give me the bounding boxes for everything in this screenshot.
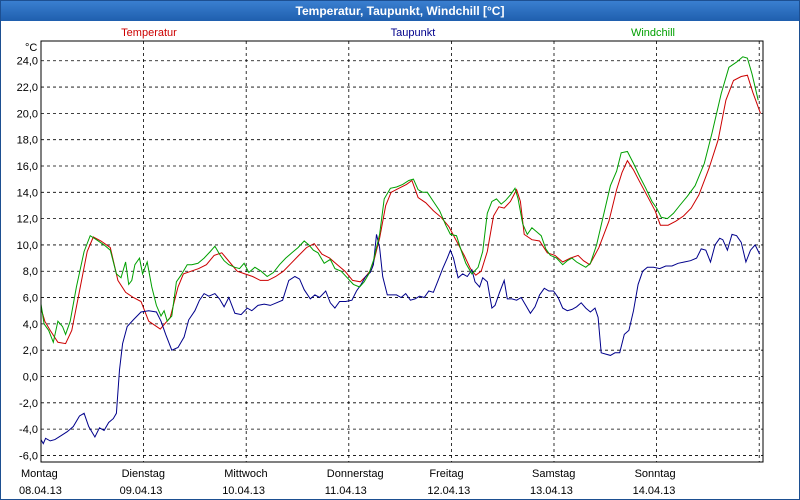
x-day-label: Mittwoch bbox=[224, 468, 267, 480]
x-date-label: 12.04.13 bbox=[427, 485, 470, 497]
y-tick-label: 10,0 bbox=[17, 240, 38, 252]
x-day-label: Freitag bbox=[429, 468, 463, 480]
y-tick-label: -2,0 bbox=[19, 398, 38, 410]
y-tick-label: -6,0 bbox=[19, 450, 38, 462]
y-tick-label: 22,0 bbox=[17, 82, 38, 94]
y-tick-label: 12,0 bbox=[17, 214, 38, 226]
legend: Temperatur Taupunkt Windchill bbox=[121, 27, 675, 39]
y-tick-label: 2,0 bbox=[23, 345, 38, 357]
y-axis-unit: °C bbox=[25, 42, 37, 54]
legend-item-temperatur: Temperatur bbox=[121, 27, 177, 39]
x-date-label: 14.04.13 bbox=[633, 485, 676, 497]
series-layer bbox=[40, 56, 761, 445]
series-line-windchill bbox=[40, 56, 759, 345]
y-tick-label: -4,0 bbox=[19, 424, 38, 436]
series-line-taupunkt bbox=[40, 233, 761, 445]
y-tick-label: 20,0 bbox=[17, 108, 38, 120]
y-tick-label: 4,0 bbox=[23, 319, 38, 331]
y-tick-label: 18,0 bbox=[17, 135, 38, 147]
y-tick-label: 16,0 bbox=[17, 161, 38, 173]
series-line-temperatur bbox=[40, 74, 761, 345]
x-date-label: 09.04.13 bbox=[120, 485, 163, 497]
y-tick-label: 6,0 bbox=[23, 293, 38, 305]
legend-item-taupunkt: Taupunkt bbox=[391, 27, 436, 39]
line-chart: °C 24,0 22,0 20,0 18,0 16,0 14,0 12,0 10,0 8,0 6,0… bbox=[17, 27, 764, 497]
x-day-label: Dienstag bbox=[122, 468, 165, 480]
legend-item-windchill: Windchill bbox=[631, 27, 675, 39]
y-tick-label: 14,0 bbox=[17, 187, 38, 199]
y-tick-label: 8,0 bbox=[23, 266, 38, 278]
x-date-label: 10.04.13 bbox=[222, 485, 265, 497]
x-day-label: Samstag bbox=[532, 468, 575, 480]
x-date-label: 11.04.13 bbox=[325, 485, 367, 497]
grid-layer bbox=[41, 41, 763, 462]
x-day-label: Montag bbox=[21, 468, 58, 480]
x-day-label: Sonntag bbox=[635, 468, 676, 480]
x-date-label: 08.04.13 bbox=[19, 485, 62, 497]
x-day-label: Donnerstag bbox=[327, 468, 384, 480]
y-tick-label: 0,0 bbox=[23, 371, 38, 383]
x-date-label: 13.04.13 bbox=[530, 485, 573, 497]
y-tick-label: 24,0 bbox=[17, 56, 38, 68]
chart-title: Temperatur, Taupunkt, Windchill [°C] bbox=[1, 1, 799, 21]
x-axis: Montag 08.04.13 Dienstag 09.04.13 Mittwoch 10… bbox=[19, 468, 676, 497]
plot-area-border bbox=[40, 40, 764, 463]
y-axis: °C 24,0 22,0 20,0 18,0 16,0 14,0 12,0 10,0 8,0 6,0… bbox=[17, 42, 38, 462]
